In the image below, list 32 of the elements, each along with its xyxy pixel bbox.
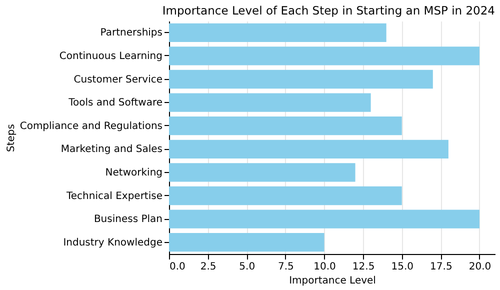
x-tick-label: 15.0 <box>391 262 414 272</box>
x-tick-label: 17.5 <box>430 262 452 272</box>
x-tick-label: 2.5 <box>200 262 216 272</box>
bar <box>169 186 402 206</box>
bar <box>169 116 402 136</box>
y-tick-label: Business Plan <box>94 214 162 226</box>
chart-title: Importance Level of Each Step in Starting an MSP in 2024 <box>162 4 495 18</box>
bar <box>169 140 448 158</box>
y-tick-label: Tools and Software <box>68 98 162 109</box>
y-tick-label: Continuous Learning <box>59 50 162 62</box>
x-tick-label: 0.0 <box>170 262 186 272</box>
x-tick-label: 5.0 <box>239 262 256 272</box>
bar <box>169 93 371 112</box>
x-tick-label: 7.5 <box>278 262 294 272</box>
x-tick-label: 12.5 <box>352 262 375 272</box>
bar <box>169 233 324 252</box>
bar <box>169 163 356 182</box>
bar <box>169 70 433 89</box>
y-tick-label: Compliance and Regulations <box>20 120 162 132</box>
y-tick-label: Partnerships <box>100 28 162 39</box>
bar <box>169 23 386 42</box>
y-tick-label: Marketing and Sales <box>60 144 162 156</box>
bar <box>169 210 480 228</box>
y-tick-label: Technical Expertise <box>65 190 162 202</box>
x-axis-title: Importance Level <box>289 276 376 286</box>
x-tick-label: 20.0 <box>468 262 492 272</box>
y-tick-label: Networking <box>105 167 162 178</box>
y-axis-title: Steps <box>6 124 17 152</box>
x-tick-label: 10.0 <box>314 262 336 272</box>
y-tick-label: Customer Service <box>74 74 162 86</box>
y-tick-label: Industry Knowledge <box>63 237 162 248</box>
bar <box>169 46 480 66</box>
